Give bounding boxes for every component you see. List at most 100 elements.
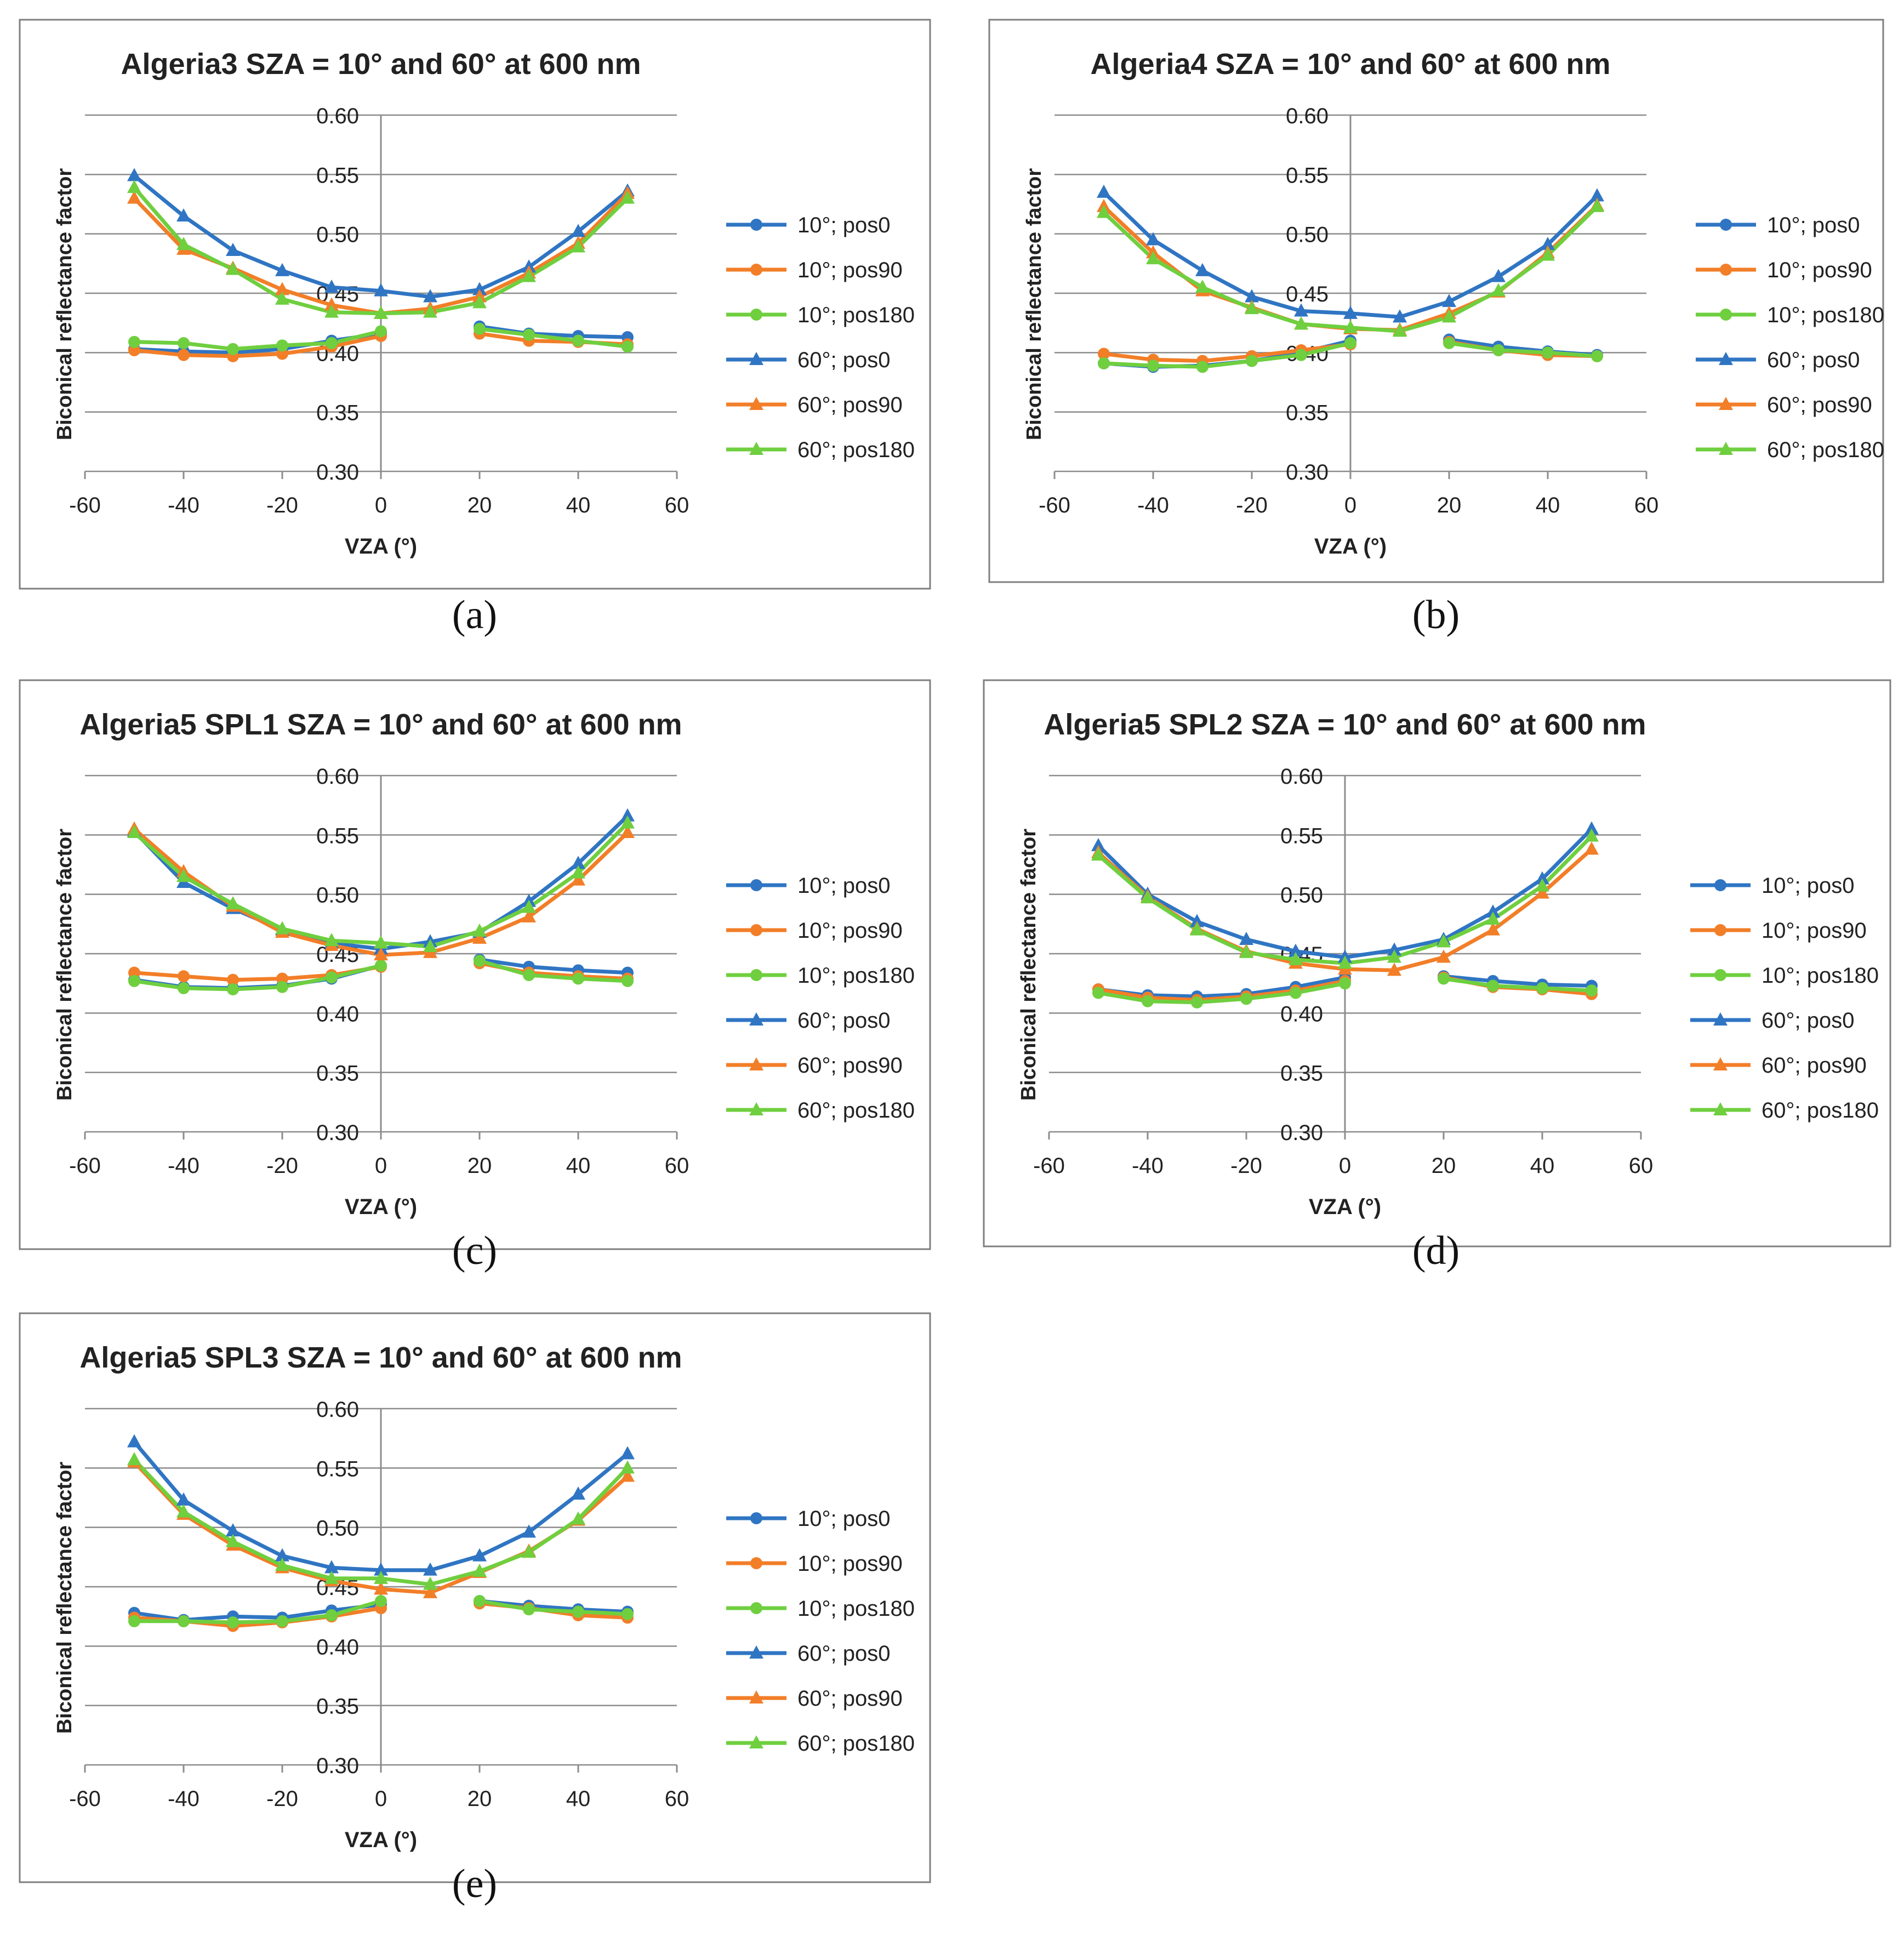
series-10-pos180-line	[1103, 341, 1351, 369]
y-axis-label: Biconical reflectance factor	[1023, 168, 1046, 441]
legend-marker	[1720, 309, 1732, 321]
legend-marker	[750, 264, 762, 276]
data-point	[326, 971, 338, 984]
chart-svg: Algeria3 SZA = 10° and 60° at 600 nm 0.30…	[19, 19, 931, 590]
x-tick-label: -60	[69, 1154, 101, 1178]
data-point	[127, 168, 141, 181]
data-point	[276, 347, 288, 360]
legend-marker	[1713, 1057, 1728, 1070]
legend-marker	[749, 1057, 763, 1070]
y-axis-label: Biconical reflectance factor	[53, 829, 76, 1101]
legend-marker	[750, 1557, 762, 1569]
data-point	[1438, 972, 1450, 985]
data-point	[275, 263, 289, 276]
x-tick-label: 0	[1344, 493, 1356, 517]
data-point	[276, 339, 288, 352]
data-point	[622, 340, 634, 353]
data-point	[1536, 982, 1548, 994]
data-point	[620, 825, 635, 838]
data-point	[128, 975, 140, 987]
data-point	[275, 1548, 289, 1562]
x-tick-label: 40	[566, 1154, 591, 1178]
chart-title: Algeria3 SZA = 10° and 60° at 600 nm	[121, 48, 641, 81]
data-point	[1387, 942, 1401, 956]
data-point	[1393, 309, 1407, 323]
data-point	[374, 947, 388, 961]
legend-label: 10°; pos180	[1767, 303, 1884, 327]
legend-label: 10°; pos90	[797, 919, 903, 943]
data-point	[324, 933, 339, 947]
legend-label: 10°; pos0	[797, 1507, 890, 1531]
data-point	[1584, 821, 1599, 835]
data-point	[1146, 251, 1160, 265]
data-point	[571, 856, 585, 869]
data-point	[1542, 346, 1554, 359]
data-point	[523, 969, 535, 981]
chart-title: Algeria5 SPL2 SZA = 10° and 60° at 600 n…	[1044, 708, 1646, 741]
caption-c: (c)	[452, 1228, 498, 1273]
data-point	[1590, 198, 1604, 212]
y-tick-label: 0.30	[316, 1121, 359, 1145]
data-point	[176, 1504, 191, 1518]
data-point	[1535, 878, 1549, 892]
data-point	[375, 1595, 387, 1607]
data-point	[178, 970, 190, 983]
series-10-pos180-line-2	[479, 1599, 628, 1616]
series-10-pos180-line	[134, 329, 381, 351]
legend-label: 60°; pos180	[1762, 1098, 1879, 1123]
legend-marker	[750, 1512, 762, 1524]
y-tick-label: 0.55	[1286, 163, 1329, 187]
legend-label: 60°; pos0	[797, 348, 890, 372]
data-point	[423, 1562, 437, 1576]
x-tick-label: -20	[266, 1154, 298, 1178]
legend-marker	[749, 1645, 763, 1659]
data-point	[1486, 912, 1500, 925]
data-point	[1245, 289, 1259, 303]
x-tick-label: -60	[1033, 1154, 1065, 1178]
data-point	[1590, 188, 1604, 202]
panel-b: Algeria4 SZA = 10° and 60° at 600 nm 0.30…	[988, 19, 1884, 583]
legend-label: 60°; pos180	[797, 1731, 915, 1756]
data-point	[571, 1486, 585, 1500]
data-point	[571, 1511, 585, 1525]
y-tick-label: 0.55	[316, 163, 359, 187]
legend-marker	[749, 397, 763, 410]
data-point	[324, 1570, 339, 1584]
legend-marker	[1713, 1012, 1728, 1026]
legend-marker	[1719, 442, 1733, 455]
x-tick-label: 20	[468, 1154, 492, 1178]
y-tick-label: 0.60	[1286, 104, 1329, 128]
x-tick-label: 0	[1339, 1154, 1351, 1178]
data-point	[1195, 280, 1210, 293]
data-point	[620, 815, 635, 829]
y-tick-label: 0.35	[1286, 401, 1329, 425]
data-point	[1091, 847, 1105, 861]
data-point	[1195, 263, 1210, 276]
series-10-pos180-line	[1098, 981, 1346, 1005]
data-point	[1541, 237, 1555, 250]
legend-marker	[1719, 397, 1733, 410]
data-point	[523, 328, 535, 341]
data-point	[1196, 361, 1208, 373]
data-point	[1343, 305, 1358, 319]
data-point	[472, 295, 487, 309]
legend-marker	[749, 1690, 763, 1704]
data-point	[620, 808, 635, 822]
caption-a: (a)	[452, 593, 498, 637]
data-point	[571, 239, 585, 253]
series-10-pos180-line	[134, 1599, 381, 1625]
data-point	[523, 1603, 535, 1616]
legend-label: 60°; pos0	[797, 1642, 890, 1666]
data-point	[474, 323, 486, 335]
series-10-pos180-line-2	[479, 327, 628, 349]
y-tick-label: 0.30	[316, 1754, 359, 1778]
data-point	[1190, 914, 1204, 927]
data-point	[472, 923, 487, 937]
data-point	[1491, 269, 1506, 282]
x-tick-label: 20	[1437, 493, 1462, 517]
legend-label: 60°; pos90	[797, 1053, 903, 1078]
data-point	[423, 1576, 437, 1590]
data-point	[620, 190, 635, 204]
data-point	[522, 909, 536, 922]
legend-label: 10°; pos90	[797, 258, 903, 282]
